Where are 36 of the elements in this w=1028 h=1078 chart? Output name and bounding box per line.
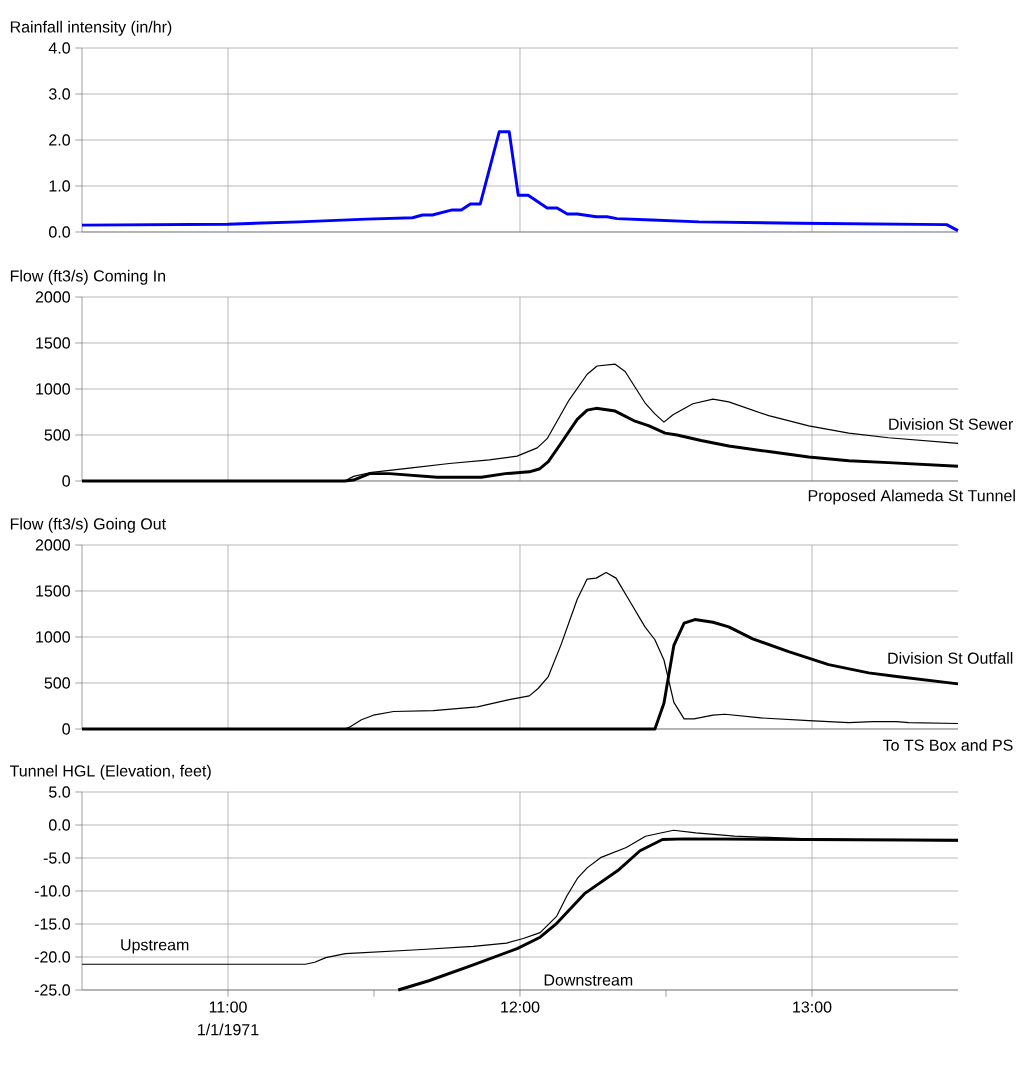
y-tick-label: -15.0: [34, 918, 70, 930]
y-tick-label: -25.0: [34, 984, 70, 996]
y-tick-label: 4.0: [48, 42, 70, 54]
y-tick-label: 2.0: [49, 134, 70, 146]
y-tick-label: -5.0: [43, 852, 70, 864]
y-axis-title: Flow (ft3/s) Going Out: [10, 517, 166, 533]
text: Proposed Alameda St Tunnel: [808, 489, 1015, 505]
series-label: Division St Sewer: [889, 418, 1014, 430]
y-axis-title: Flow (ft3/s) Coming In: [10, 269, 166, 285]
y-tick-label: 1000: [36, 383, 70, 395]
y-tick-label: 0.0: [49, 226, 70, 238]
y-tick-label: 500: [44, 677, 70, 689]
y-tick-label: -20.0: [34, 951, 70, 963]
y-tick-label: 1500: [36, 585, 70, 597]
y-tick-label: 0.0: [49, 819, 70, 831]
x-tick-label: 11:00: [209, 1001, 247, 1013]
series-label: To TS Box and PS: [882, 739, 1013, 751]
y-axis-title: Tunnel HGL (Elevation, feet): [9, 764, 211, 780]
text: 1/1/1971: [198, 1023, 259, 1036]
y-tick-label: 1.0: [49, 180, 70, 192]
y-tick-label: 2000: [35, 539, 70, 551]
y-tick-label: 1500: [36, 337, 70, 349]
y-tick-label: 0: [62, 723, 70, 735]
series-label: Upstream: [121, 939, 189, 954]
text: Downstream: [544, 974, 633, 986]
x-tick-label: 13:00: [793, 1001, 832, 1013]
y-tick-label: 0: [62, 475, 70, 487]
series-label: Division St Outfall: [888, 652, 1013, 664]
y-tick-label: 1000: [36, 631, 70, 643]
y-tick-label: -10.0: [34, 885, 70, 897]
y-axis-title: Rainfall intensity (in/hr): [10, 20, 172, 36]
y-tick-label: 3.0: [48, 88, 70, 100]
y-tick-label: 2000: [35, 291, 70, 303]
x-tick-label: 12:00: [501, 1001, 540, 1013]
y-tick-label: 5.0: [49, 786, 70, 798]
y-tick-label: 500: [44, 429, 70, 441]
